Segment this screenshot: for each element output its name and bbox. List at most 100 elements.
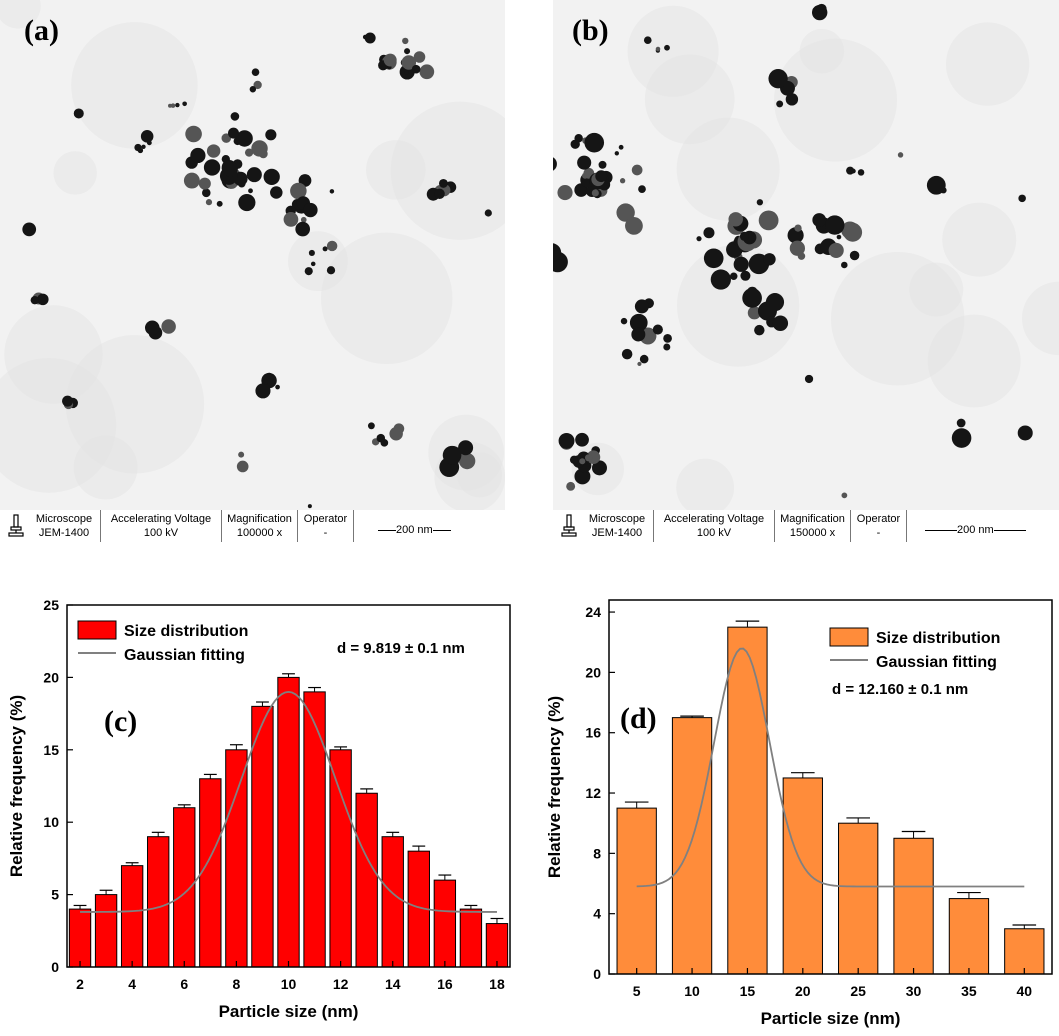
nanoparticle	[739, 231, 750, 241]
nanoparticle	[290, 182, 307, 200]
nanoparticle	[574, 468, 591, 485]
legend-label: Gaussian fitting	[876, 654, 997, 671]
nanoparticle	[413, 51, 426, 63]
microscope-icon	[8, 514, 24, 538]
error-bar	[901, 830, 926, 839]
nanoparticle	[419, 64, 435, 80]
x-tick-label: 40	[1017, 983, 1033, 999]
histogram-bar	[329, 749, 352, 968]
nanoparticle	[843, 222, 863, 242]
histogram-bar	[782, 777, 823, 975]
error-bar	[438, 874, 452, 881]
nanoparticle	[742, 288, 762, 308]
nanoparticle	[804, 374, 814, 384]
info-bar-b: Microscope JEM-1400 Accelerating Voltage 1…	[553, 510, 1059, 542]
nanoparticle	[266, 372, 272, 379]
x-axis-label: Particle size (nm)	[219, 1002, 359, 1021]
nanoparticle	[598, 160, 607, 169]
panel-label: (d)	[620, 702, 657, 735]
histogram-bar	[381, 836, 404, 968]
x-tick-label: 2	[76, 976, 84, 992]
nanoparticle	[389, 427, 403, 441]
error-bar	[73, 904, 87, 910]
nanoparticle	[326, 240, 338, 252]
nanoparticle	[621, 348, 633, 360]
legend-label: Gaussian fitting	[124, 647, 245, 664]
error-bar	[735, 620, 760, 628]
histogram-bar	[671, 717, 713, 975]
nanoparticle	[62, 395, 74, 407]
nanoparticle	[308, 249, 315, 256]
nanoparticle	[265, 129, 277, 141]
panel-label-a: (a)	[24, 14, 59, 47]
panel-label: (c)	[104, 705, 137, 738]
nanoparticle	[438, 178, 448, 188]
nanoparticle	[619, 178, 626, 184]
nanoparticle	[553, 243, 562, 262]
histogram-bar	[147, 836, 170, 968]
nanoparticle	[785, 93, 799, 106]
nanoparticle	[816, 3, 827, 14]
gaussian-fit-line	[80, 690, 497, 913]
mean-size-annotation: d = 12.160 ± 0.1 nm	[832, 681, 968, 698]
histogram-bar	[94, 894, 118, 968]
nanoparticle	[710, 269, 731, 290]
nanoparticle	[246, 167, 262, 183]
nanoparticle	[836, 234, 842, 240]
nanoparticle	[631, 164, 643, 176]
x-tick-label: 14	[385, 976, 401, 992]
nanoparticle	[772, 315, 789, 331]
info-microscope: Microscope JEM-1400	[588, 513, 646, 539]
legend-swatch-bar	[829, 627, 869, 647]
y-tick-label: 8	[593, 845, 601, 861]
error-bar	[957, 891, 981, 899]
error-bar	[846, 817, 870, 824]
x-tick-label: 10	[684, 983, 700, 999]
nanoparticle	[776, 100, 784, 108]
nanoparticle	[221, 160, 238, 177]
nanoparticle	[304, 267, 313, 276]
nanoparticle	[789, 240, 806, 256]
y-tick-label: 15	[43, 742, 59, 758]
nanoparticle	[570, 139, 580, 149]
nanoparticle	[553, 157, 557, 171]
nanoparticle	[643, 36, 652, 45]
x-tick-label: 20	[795, 983, 811, 999]
info-operator: Operator -	[850, 510, 906, 542]
nanoparticle	[754, 324, 765, 336]
info-magnification: Magnification 100000 x	[221, 510, 297, 542]
nanoparticle	[1018, 194, 1026, 203]
info-microscope: Microscope JEM-1400	[35, 513, 93, 539]
nanoparticle	[631, 327, 646, 342]
nanoparticle	[794, 224, 802, 232]
nanoparticle	[625, 216, 643, 235]
x-tick-label: 6	[180, 976, 188, 992]
nanoparticle	[664, 44, 670, 51]
nanoparticle	[263, 168, 280, 185]
nanoparticle	[175, 102, 180, 108]
info-magnification: Magnification 150000 x	[774, 510, 850, 542]
nanoparticle	[411, 64, 421, 74]
nanoparticle	[326, 266, 336, 275]
y-tick-label: 16	[585, 725, 601, 741]
legend-label: Size distribution	[876, 630, 1000, 647]
error-bar	[360, 788, 374, 794]
nanoparticle	[183, 172, 200, 189]
y-tick-label: 5	[51, 887, 59, 903]
y-tick-label: 0	[593, 966, 601, 982]
error-bar	[490, 917, 504, 924]
nanoparticle	[203, 159, 221, 176]
histogram-c: 2 4 6 8 10 12 14 16 18 0 5 10 15 20 25 Particle size (n…	[7, 597, 511, 1021]
gaussian-fit-line	[636, 647, 1025, 888]
nanoparticle	[251, 68, 260, 76]
nanoparticle	[146, 140, 152, 146]
nanoparticle	[591, 189, 599, 197]
error-bar	[680, 715, 704, 718]
nanoparticle	[364, 32, 376, 44]
histogram-bar	[893, 837, 934, 975]
x-tick-label: 25	[850, 983, 866, 999]
histogram-bar	[120, 865, 144, 968]
nanoparticle	[253, 80, 262, 90]
nanoparticle	[841, 492, 848, 499]
nanoparticle	[141, 144, 146, 149]
